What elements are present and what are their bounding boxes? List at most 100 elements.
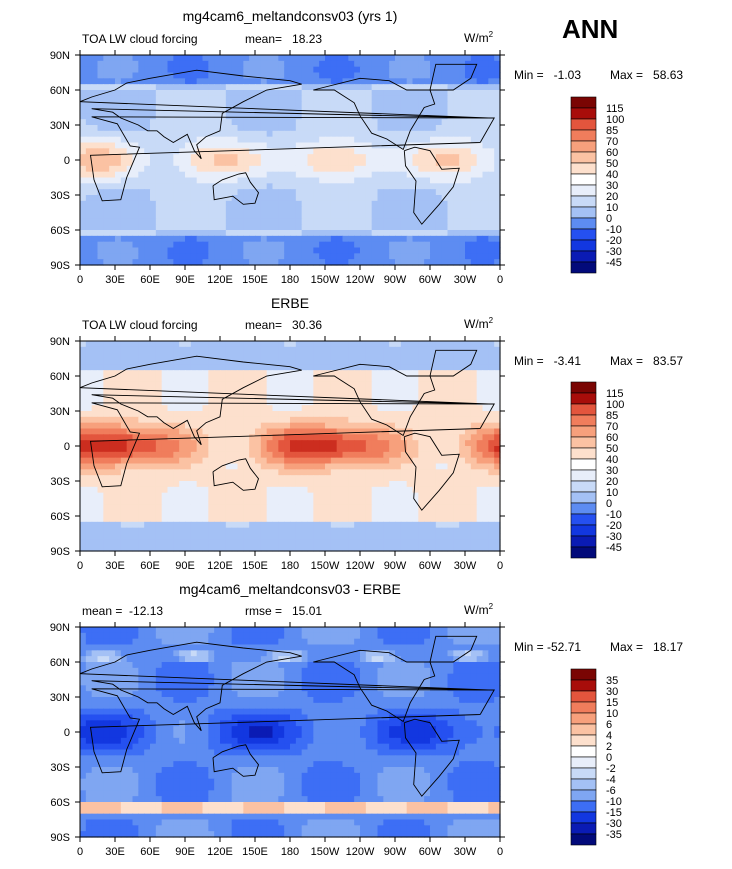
map-cell (418, 200, 425, 208)
map-cell (447, 358, 454, 365)
map-cell (424, 119, 431, 126)
map-cell (377, 352, 384, 360)
map-cell (424, 416, 431, 424)
map-cell (284, 171, 291, 179)
map-cell (301, 95, 309, 103)
map-cell (494, 387, 501, 395)
map-cell (243, 405, 250, 412)
map-cell (482, 66, 489, 74)
map-cell (109, 440, 116, 447)
map-cell (266, 224, 274, 231)
map-cell (459, 235, 466, 243)
map-cell (196, 125, 204, 132)
map-cell (365, 381, 373, 389)
map-cell (80, 142, 87, 149)
map-cell (243, 440, 250, 447)
map-cell (354, 457, 361, 465)
map-cell (196, 486, 204, 494)
map-cell (237, 84, 244, 91)
map-cell (167, 148, 174, 155)
map-cell (400, 101, 408, 109)
map-cell (360, 125, 367, 132)
map-cell (365, 247, 373, 254)
map-cell (243, 346, 250, 354)
map-cell (243, 475, 250, 482)
map-cell (465, 259, 472, 266)
map-cell (115, 411, 122, 418)
map-cell (80, 107, 87, 114)
map-cell (319, 195, 326, 202)
map-cell (255, 171, 262, 179)
map-cell (383, 206, 390, 214)
map-cell (196, 101, 204, 109)
map-cell (144, 481, 151, 488)
map-cell (336, 55, 344, 62)
map-cell (167, 451, 174, 459)
map-cell (138, 516, 145, 523)
map-cell (220, 183, 227, 190)
map-cell (85, 516, 93, 523)
map-cell (138, 387, 145, 395)
map-cell (470, 101, 478, 109)
map-cell (260, 399, 268, 406)
map-cell (482, 212, 489, 219)
map-cell (383, 78, 390, 85)
map-cell (97, 107, 104, 114)
map-cell (412, 451, 419, 459)
map-cell (284, 66, 291, 74)
map-cell (430, 393, 437, 400)
map-cell (103, 259, 110, 266)
map-cell (161, 84, 169, 91)
map-cell (342, 113, 349, 120)
map-cell (91, 370, 99, 377)
map-cell (80, 218, 87, 225)
map-cell (383, 183, 390, 190)
map-cell (190, 387, 198, 395)
map-cell (418, 481, 425, 488)
map-cell (447, 504, 454, 511)
map-cell (120, 422, 128, 430)
map-cell (243, 381, 250, 389)
map-cell (465, 451, 472, 459)
map-cell (255, 136, 262, 144)
map-cell (424, 189, 431, 196)
map-cell (80, 481, 87, 488)
map-cell (342, 481, 349, 488)
map-cell (255, 516, 262, 523)
map-cell (120, 72, 128, 79)
map-cell (202, 510, 209, 517)
map-cell (185, 241, 192, 249)
map-cell (109, 95, 116, 103)
map-cell (150, 235, 157, 243)
map-cell (155, 235, 163, 243)
map-cell (342, 130, 349, 138)
map-cell (465, 446, 472, 453)
map-cell (377, 346, 384, 354)
map-cell (406, 492, 414, 500)
map-cell (243, 259, 250, 266)
map-cell (208, 527, 215, 535)
map-cell (430, 148, 437, 155)
map-cell (430, 492, 437, 500)
map-cell (290, 90, 297, 97)
map-cell (167, 60, 174, 68)
map-cell (126, 177, 134, 184)
map-cell (196, 451, 204, 459)
map-cell (167, 160, 174, 167)
map-cell (354, 195, 361, 202)
map-cell (97, 171, 104, 179)
map-cell (196, 235, 204, 243)
map-cell (494, 160, 501, 167)
map-cell (435, 516, 443, 523)
map-cell (371, 510, 379, 517)
map-cell (208, 160, 215, 167)
map-cell (295, 200, 303, 208)
map-cell (208, 125, 215, 132)
map-cell (435, 381, 443, 389)
map-cell (278, 504, 285, 511)
map-cell (301, 200, 309, 208)
map-cell (476, 107, 484, 114)
map-cell (161, 475, 169, 482)
map-cell (85, 475, 93, 482)
map-cell (266, 195, 274, 202)
